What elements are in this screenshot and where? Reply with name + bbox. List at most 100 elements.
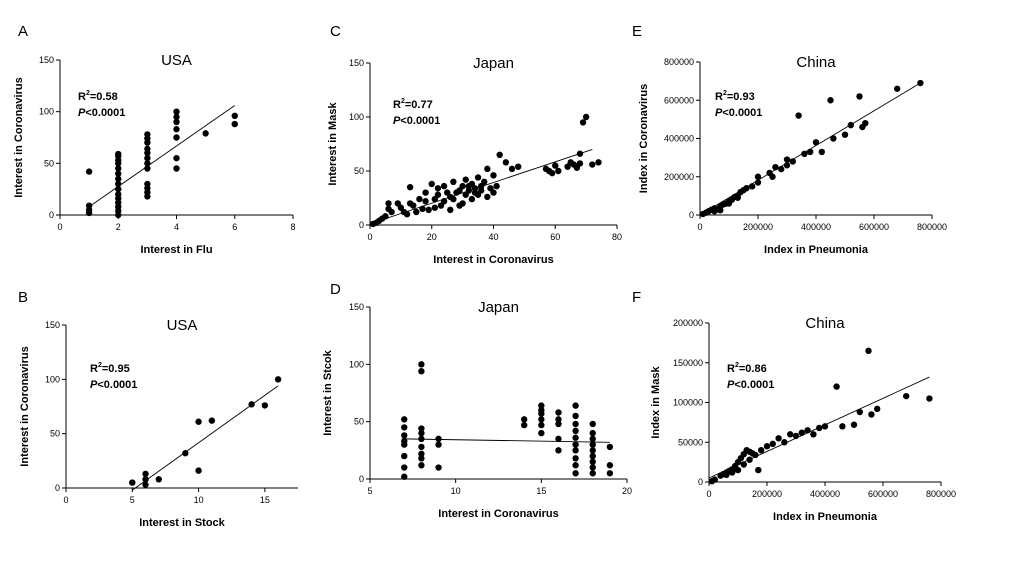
data-point bbox=[874, 405, 881, 413]
x-axis-label: Index in Pneumonia bbox=[764, 244, 869, 256]
data-point bbox=[403, 211, 411, 218]
y-tick-label: 400000 bbox=[664, 134, 694, 144]
x-tick-label: 600000 bbox=[868, 489, 898, 499]
p-value-annotation: P<0.0001 bbox=[715, 107, 762, 119]
r-squared-annotation: R2=0.95 bbox=[90, 362, 130, 375]
x-tick-label: 400000 bbox=[810, 489, 840, 499]
data-point bbox=[459, 182, 466, 190]
data-point bbox=[839, 423, 846, 430]
data-point bbox=[572, 441, 579, 448]
data-point bbox=[555, 447, 562, 454]
data-point bbox=[173, 154, 180, 162]
data-point bbox=[434, 191, 442, 198]
data-point bbox=[142, 481, 149, 488]
y-tick-label: 150 bbox=[349, 302, 364, 312]
data-point bbox=[752, 451, 759, 459]
data-point bbox=[474, 174, 482, 181]
data-point bbox=[763, 443, 771, 450]
data-point bbox=[173, 134, 180, 141]
x-axis-label: Interest in Coronavirus bbox=[433, 254, 553, 266]
data-point bbox=[144, 180, 151, 188]
y-tick-label: 0 bbox=[689, 210, 694, 220]
y-axis-label: Interest in Coronavirus bbox=[19, 346, 31, 466]
data-point bbox=[572, 402, 579, 409]
y-tick-label: 50 bbox=[354, 417, 364, 427]
data-point bbox=[795, 112, 802, 119]
data-point bbox=[418, 443, 425, 451]
y-tick-label: 100 bbox=[39, 107, 54, 117]
data-point bbox=[129, 479, 136, 486]
data-point bbox=[868, 411, 875, 418]
chart-title: USA bbox=[161, 52, 192, 69]
chart-title: USA bbox=[167, 317, 198, 334]
chart-title: China bbox=[796, 54, 836, 71]
y-axis-label: Interest in Stcok bbox=[322, 349, 334, 435]
x-axis-label: Interest in Coronavirus bbox=[438, 508, 558, 520]
chart-title: Japan bbox=[473, 55, 514, 72]
data-point bbox=[418, 361, 425, 368]
data-point bbox=[606, 443, 614, 451]
data-point bbox=[388, 208, 395, 216]
data-point bbox=[572, 470, 579, 477]
panel-letter: F bbox=[632, 289, 641, 306]
p-value-annotation: P<0.0001 bbox=[78, 107, 125, 119]
data-point bbox=[85, 202, 93, 209]
regression-line bbox=[132, 385, 279, 491]
chart-panel-e: E China 0 200000 400000 600000 800000 0 200000 40… bbox=[632, 23, 947, 256]
y-tick-label: 0 bbox=[359, 220, 364, 230]
regression-line bbox=[699, 82, 921, 216]
r-squared-annotation: R2=0.77 bbox=[393, 98, 433, 111]
data-point bbox=[173, 118, 180, 126]
y-axis-label: Interest in Mask bbox=[327, 102, 339, 186]
y-tick-label: 600000 bbox=[664, 95, 694, 105]
data-point bbox=[555, 416, 562, 423]
data-point bbox=[548, 169, 556, 177]
data-point bbox=[142, 476, 149, 483]
data-point bbox=[572, 412, 579, 420]
data-point bbox=[401, 473, 408, 480]
data-point bbox=[555, 409, 562, 416]
data-point bbox=[418, 429, 425, 437]
data-point bbox=[572, 455, 579, 462]
regression-line bbox=[372, 148, 593, 224]
data-point bbox=[758, 447, 765, 454]
y-tick-label: 200000 bbox=[673, 318, 703, 328]
data-point bbox=[552, 162, 559, 169]
x-tick-label: 10 bbox=[194, 495, 204, 505]
data-point bbox=[115, 175, 122, 183]
data-point bbox=[447, 206, 454, 214]
p-value-annotation: P<0.0001 bbox=[90, 379, 137, 391]
data-point bbox=[538, 429, 545, 437]
panel-letter: C bbox=[330, 23, 341, 40]
data-point bbox=[462, 176, 469, 183]
data-point bbox=[783, 156, 791, 163]
r-squared-annotation: R2=0.93 bbox=[715, 90, 755, 103]
data-point bbox=[589, 464, 596, 471]
x-tick-label: 40 bbox=[488, 232, 498, 242]
y-tick-label: 200000 bbox=[664, 172, 694, 182]
data-point bbox=[435, 464, 442, 471]
data-point bbox=[850, 421, 858, 428]
x-tick-label: 600000 bbox=[859, 222, 889, 232]
x-tick-label: 800000 bbox=[926, 489, 956, 499]
data-point bbox=[856, 93, 863, 100]
data-point bbox=[431, 204, 439, 211]
data-point bbox=[231, 112, 238, 120]
data-point bbox=[810, 431, 817, 438]
data-point bbox=[789, 158, 796, 165]
y-tick-label: 150 bbox=[39, 55, 54, 65]
data-point bbox=[725, 200, 733, 207]
data-point bbox=[142, 470, 149, 478]
data-point bbox=[717, 207, 724, 214]
y-axis-label: Index in Coronavirus bbox=[638, 84, 650, 193]
data-point bbox=[723, 471, 730, 479]
data-point bbox=[812, 139, 820, 146]
data-point bbox=[401, 437, 408, 445]
data-point bbox=[579, 119, 587, 126]
data-point bbox=[413, 208, 420, 216]
data-point bbox=[418, 425, 425, 432]
y-tick-label: 50 bbox=[50, 429, 60, 439]
data-point bbox=[538, 407, 545, 414]
y-tick-label: 50 bbox=[354, 166, 364, 176]
